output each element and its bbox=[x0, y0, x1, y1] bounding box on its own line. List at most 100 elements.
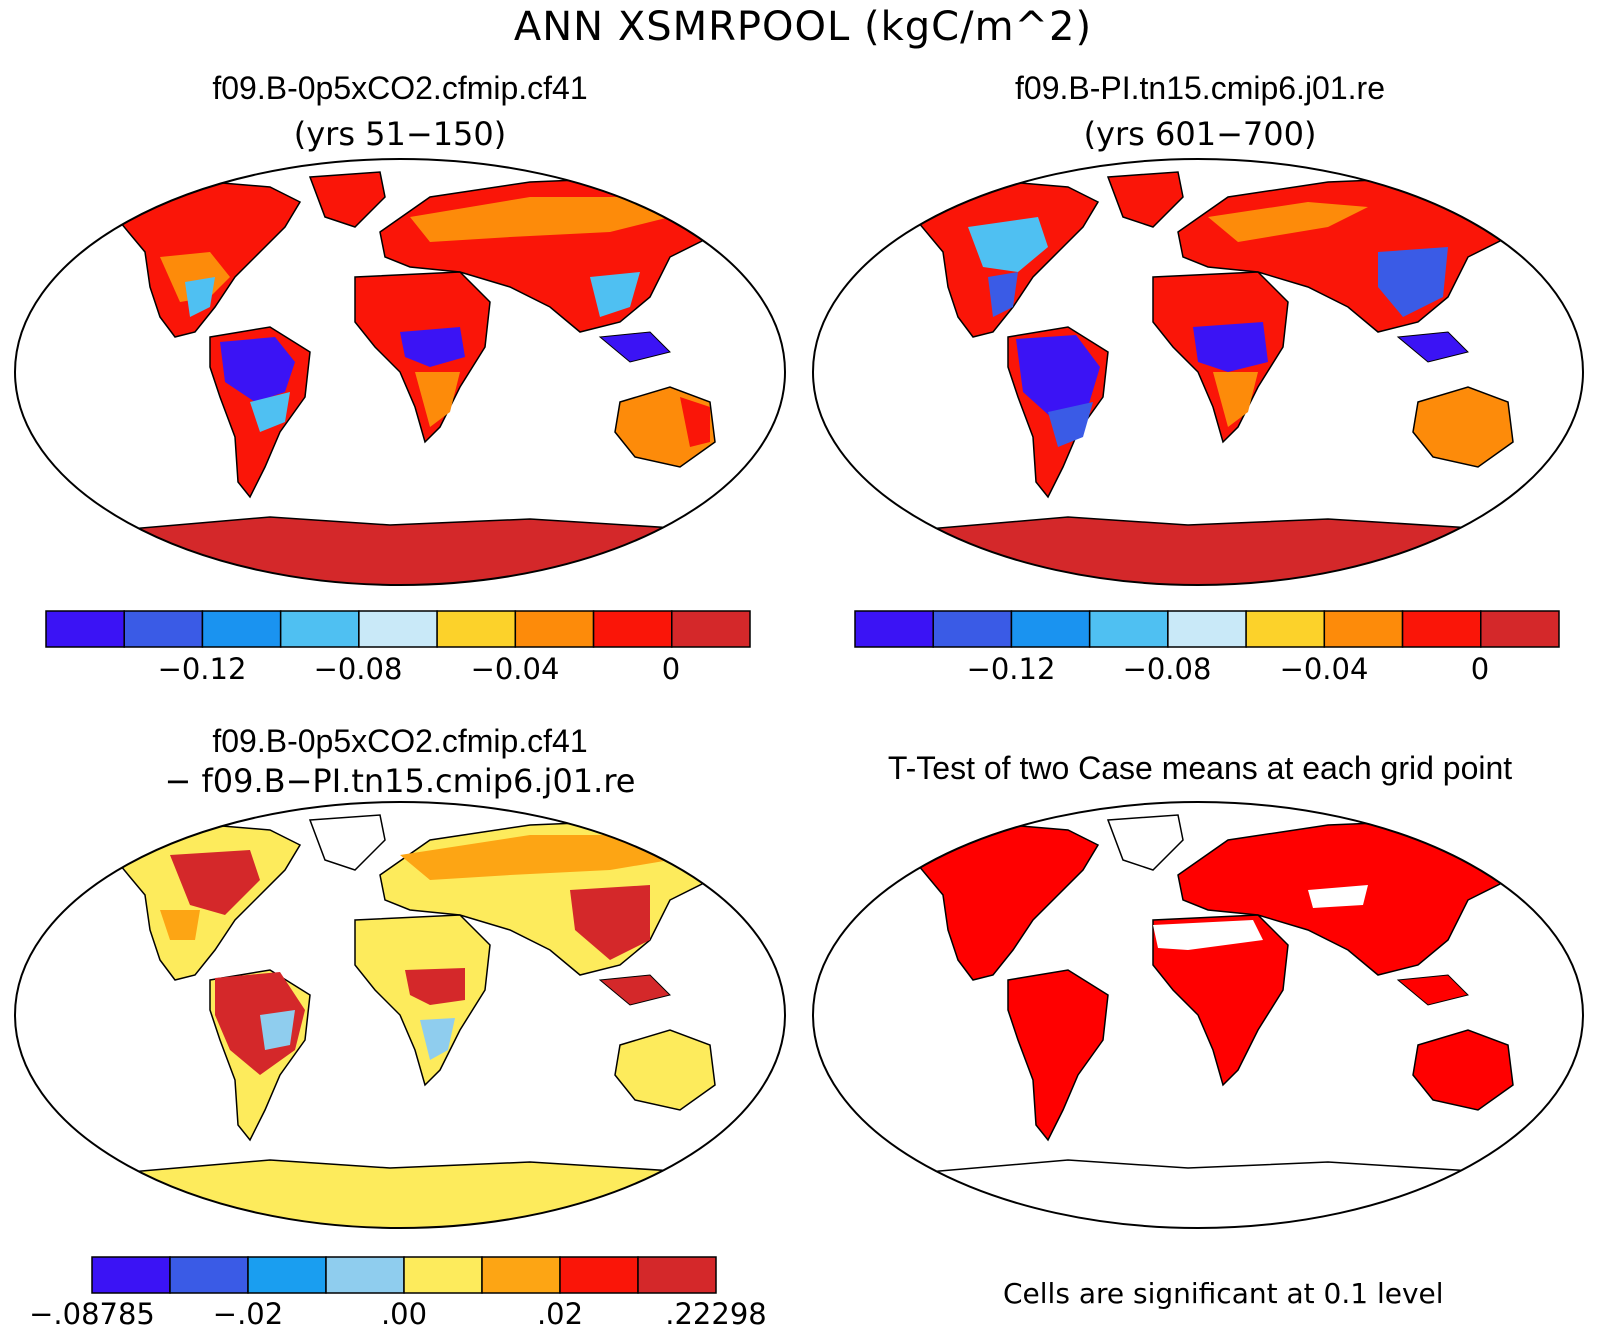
colorbar-swatch bbox=[279, 610, 360, 648]
land-case1 bbox=[15, 171, 785, 585]
cbar1-tick: −0.12 bbox=[157, 652, 247, 686]
colorbar-case1 bbox=[45, 610, 751, 648]
land-difference bbox=[15, 814, 785, 1228]
north-america-east bbox=[988, 272, 1018, 317]
globe-outline bbox=[812, 801, 1584, 1229]
colorbar-swatch bbox=[45, 610, 125, 648]
africa-central bbox=[1193, 322, 1268, 372]
north-america-east bbox=[185, 277, 215, 317]
eurasia-band bbox=[400, 835, 670, 880]
colorbar-swatch bbox=[637, 1256, 717, 1294]
globe-outline bbox=[812, 158, 1584, 586]
figure-title: ANN XSMRPOOL (kgC/m^2) bbox=[513, 4, 1093, 50]
australia bbox=[1412, 1029, 1514, 1111]
indonesia bbox=[1396, 974, 1469, 1006]
cbar2-tick: −0.08 bbox=[1122, 652, 1212, 686]
colorbar-swatch bbox=[671, 610, 751, 648]
greenland bbox=[308, 171, 386, 228]
colorbar-swatch bbox=[91, 1256, 171, 1294]
africa-central bbox=[405, 968, 465, 1005]
colorbar-swatch bbox=[201, 610, 282, 648]
map-ttest bbox=[812, 801, 1584, 1229]
cbar3-tick: −.02 bbox=[212, 1297, 284, 1331]
cbar3-tick: .02 bbox=[536, 1297, 584, 1331]
cbar2-tick: −0.04 bbox=[1279, 652, 1369, 686]
colorbar-swatch bbox=[481, 1256, 561, 1294]
brazil-south bbox=[1048, 402, 1093, 447]
colorbar-swatch bbox=[1010, 610, 1091, 648]
africa-south bbox=[420, 1018, 455, 1060]
cbar1-tick: −0.04 bbox=[470, 652, 560, 686]
map-case1 bbox=[14, 158, 786, 586]
cbar2-tick: 0 bbox=[1470, 652, 1490, 686]
colorbar-swatch bbox=[403, 1256, 483, 1294]
panel-2-subtitle: (yrs 601−700) bbox=[1083, 115, 1317, 153]
antarctica bbox=[15, 516, 785, 585]
greenland bbox=[1106, 814, 1184, 871]
significance-footnote: Cells are significant at 0.1 level bbox=[1003, 1277, 1444, 1310]
colorbar-swatch bbox=[169, 1256, 249, 1294]
amazon bbox=[215, 972, 305, 1075]
indonesia bbox=[1396, 331, 1469, 363]
panel-3-subtitle: − f09.B−PI.tn15.cmip6.j01.re bbox=[164, 762, 636, 800]
greenland bbox=[1106, 171, 1184, 228]
cbar2-tick: −0.12 bbox=[966, 652, 1056, 686]
globe-outline bbox=[14, 158, 786, 586]
colorbar-swatch bbox=[1323, 610, 1404, 648]
colorbar-swatch bbox=[1401, 610, 1482, 648]
east-asia-cool bbox=[590, 272, 640, 317]
cbar3-tick: .22298 bbox=[665, 1297, 767, 1331]
indonesia bbox=[598, 331, 671, 363]
cbar3-tick: .00 bbox=[380, 1297, 428, 1331]
cbar3-tick: −.08785 bbox=[29, 1297, 155, 1331]
colorbar-swatch bbox=[1167, 610, 1247, 648]
colorbar-swatch bbox=[932, 610, 1013, 648]
colorbar-swatch bbox=[592, 610, 673, 648]
globe-outline bbox=[14, 801, 786, 1229]
colorbar-swatch bbox=[854, 610, 934, 648]
colorbar-difference bbox=[91, 1256, 717, 1294]
map-difference bbox=[14, 801, 786, 1229]
map-case2 bbox=[812, 158, 1584, 586]
amazon bbox=[1016, 335, 1100, 419]
cbar1-tick: −0.08 bbox=[313, 652, 403, 686]
amazon bbox=[220, 337, 295, 402]
colorbar-swatch bbox=[247, 1256, 327, 1294]
colorbar-swatch bbox=[1480, 610, 1560, 648]
colorbar-swatch bbox=[1245, 610, 1326, 648]
colorbar-swatch bbox=[123, 610, 204, 648]
colorbar-case2 bbox=[854, 610, 1560, 648]
south-america bbox=[1007, 969, 1109, 1142]
africa-south bbox=[1213, 372, 1258, 427]
greenland bbox=[308, 814, 386, 871]
africa bbox=[1152, 914, 1289, 1087]
colorbar-swatch bbox=[436, 610, 517, 648]
colorbar-swatch bbox=[358, 610, 438, 648]
east-asia-warm bbox=[570, 885, 650, 960]
cbar1-tick: 0 bbox=[661, 652, 681, 686]
australia-east bbox=[680, 397, 710, 447]
north-america-warm bbox=[170, 850, 260, 915]
antarctica bbox=[813, 1159, 1583, 1228]
africa-central bbox=[400, 327, 465, 367]
panel-2-title: f09.B-PI.tn15.cmip6.j01.re bbox=[1015, 70, 1385, 106]
north-america-mid bbox=[160, 910, 200, 940]
amazon-cool bbox=[260, 1010, 295, 1050]
africa-south bbox=[415, 372, 460, 427]
colorbar-swatch bbox=[514, 610, 595, 648]
antarctica bbox=[15, 1159, 785, 1228]
north-america-cool bbox=[968, 217, 1048, 272]
eurasia-mid bbox=[1208, 202, 1368, 242]
australia bbox=[1412, 386, 1514, 468]
eurasia-mid bbox=[410, 197, 670, 242]
north-america bbox=[901, 824, 1100, 981]
sahara-insignificant bbox=[1153, 920, 1263, 950]
indonesia bbox=[598, 974, 671, 1006]
colorbar-swatch bbox=[325, 1256, 405, 1294]
colorbar-swatch bbox=[559, 1256, 639, 1294]
panel-1-subtitle: (yrs 51−150) bbox=[293, 115, 507, 153]
panel-3-title: f09.B-0p5xCO2.cfmip.cf41 bbox=[212, 723, 588, 759]
panel-4-title: T-Test of two Case means at each grid po… bbox=[887, 750, 1513, 786]
colorbar-swatch bbox=[1088, 610, 1169, 648]
australia bbox=[614, 1029, 716, 1111]
